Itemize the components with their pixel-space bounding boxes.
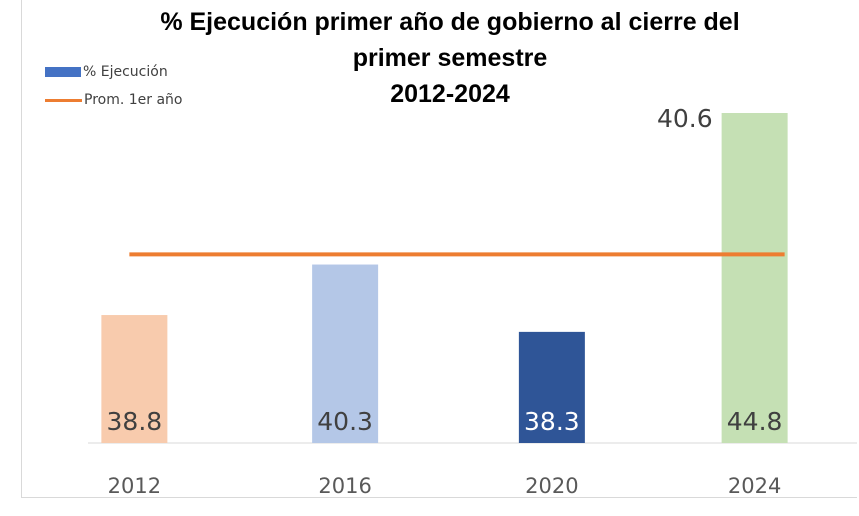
chart-title-line-2: primer semestre	[352, 44, 548, 72]
legend-label-promedio: Prom. 1er año	[84, 92, 183, 108]
x-tick-label-2016: 2016	[318, 474, 371, 498]
data-label-2016: 40.3	[317, 407, 373, 436]
bar-2020	[518, 331, 585, 443]
legend-swatch-line	[45, 98, 82, 102]
average-line-label: 40.6	[657, 104, 713, 133]
data-label-2024: 44.8	[727, 407, 783, 436]
x-tick-label-2024: 2024	[728, 474, 781, 498]
chart-title-line-1: % Ejecución primer año de gobierno al ci…	[160, 8, 740, 36]
data-label-2020: 38.3	[524, 407, 580, 436]
bar-2012	[101, 315, 168, 443]
legend-item-ejecucion: % Ejecución	[45, 58, 183, 86]
bar-2016	[312, 264, 379, 443]
chart-frame	[21, 0, 857, 498]
x-tick-label-2020: 2020	[525, 474, 578, 498]
data-label-2012: 38.8	[107, 407, 163, 436]
chart-title-line-3: 2012-2024	[390, 80, 510, 108]
legend-swatch-bar	[45, 67, 81, 77]
legend-item-promedio: Prom. 1er año	[45, 86, 183, 114]
chart-title: % Ejecución primer año de gobierno al ci…	[90, 4, 810, 112]
bar-2024	[721, 113, 788, 443]
legend-label-ejecucion: % Ejecución	[83, 64, 168, 80]
chart-legend: % Ejecución Prom. 1er año	[45, 58, 183, 114]
x-tick-label-2012: 2012	[108, 474, 161, 498]
